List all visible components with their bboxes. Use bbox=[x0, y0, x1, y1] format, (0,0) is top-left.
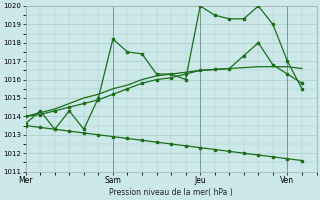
X-axis label: Pression niveau de la mer( hPa ): Pression niveau de la mer( hPa ) bbox=[109, 188, 233, 197]
